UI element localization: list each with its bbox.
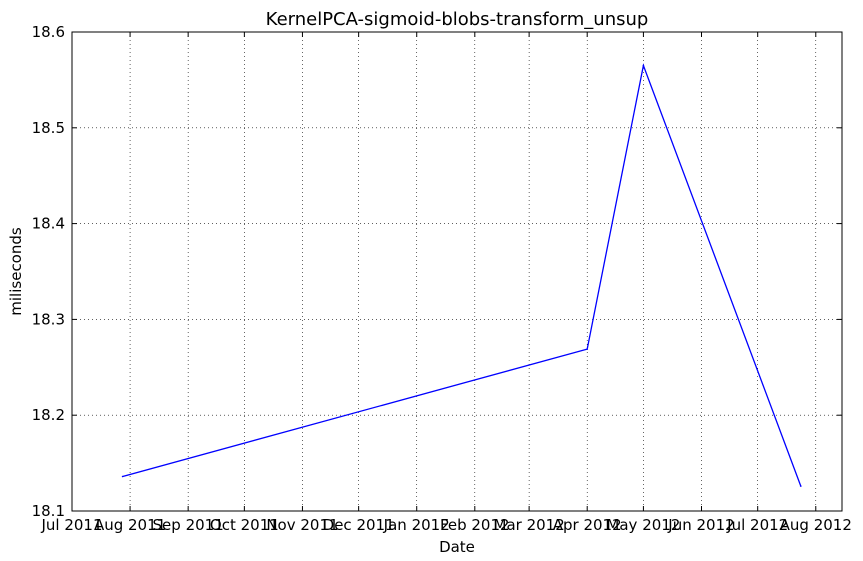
x-tick-label: Oct 2011 [210,516,279,534]
y-tick-labels: 18.1 18.2 18.3 18.4 18.5 18.6 [32,23,65,520]
series-group [121,63,802,487]
x-tick-label: May 2012 [606,516,680,534]
x-tick-label: Nov 2011 [266,516,338,534]
x-tick-label: Aug 2011 [94,516,166,534]
x-tick-label: Mar 2012 [494,516,565,534]
x-tick-label: Jul 2011 [40,516,102,534]
x-tick-label: Apr 2012 [553,516,622,534]
data-point [586,348,589,350]
y-axis-label: miliseconds [7,227,25,316]
y-tick-label: 18.3 [32,310,65,328]
y-tick-label: 18.2 [32,406,65,424]
data-point [799,485,802,487]
y-tick-label: 18.6 [32,23,65,41]
data-point [121,475,124,478]
x-tick-label: Jul 2012 [726,516,788,534]
series-line [122,63,802,487]
x-tick-label: Jan 2012 [383,516,450,534]
plot-frame [71,31,843,512]
y-tick-label: 18.5 [32,119,65,137]
grid-lines [71,31,842,512]
x-tick-label: Sep 2011 [153,516,224,534]
data-point [642,64,645,67]
x-tick-label: Dec 2011 [323,516,395,534]
x-tick-label: Aug 2012 [780,516,852,534]
x-axis-label: Date [439,538,475,556]
x-tick-label: Feb 2012 [440,516,510,534]
chart-title: KernelPCA-sigmoid-blobs-transform_unsup [266,9,649,30]
x-tick-label: Jun 2012 [667,516,734,534]
tick-marks [71,31,842,512]
y-tick-label: 18.1 [32,502,65,520]
y-tick-label: 18.4 [32,215,65,233]
